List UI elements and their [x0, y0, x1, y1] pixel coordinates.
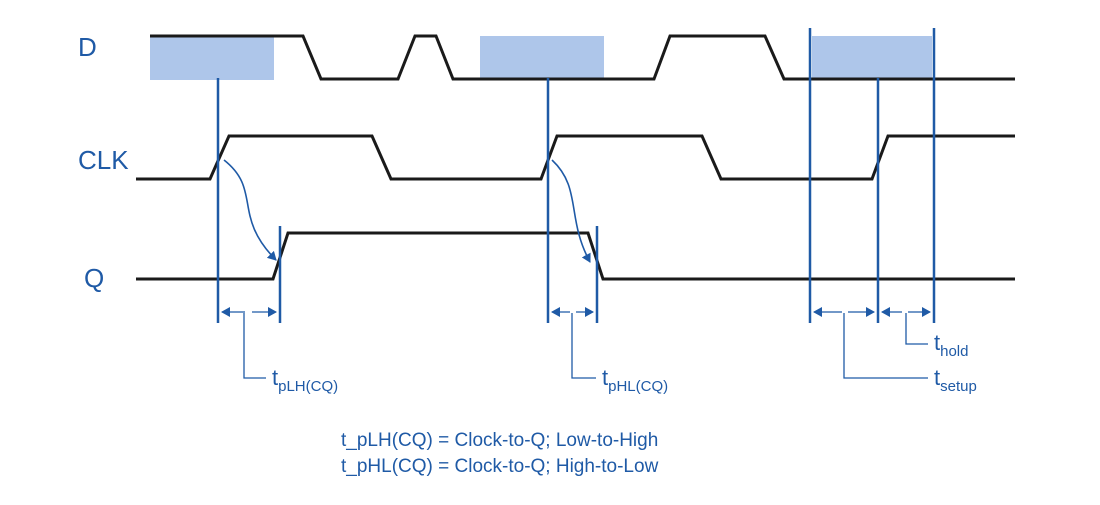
signal-label-clk: CLK [78, 145, 129, 175]
d-valid-window-1 [150, 36, 274, 80]
thold-label-sub: hold [940, 343, 968, 360]
tsetup-leader [843, 313, 928, 379]
signal-label-d: D [78, 32, 97, 62]
clk-waveform [136, 134, 1015, 181]
d-valid-window-3 [812, 36, 932, 80]
tsetup-label: tsetup [934, 365, 977, 395]
legend-line-2: t_pHL(CQ) = Clock-to-Q; High-to-Low [341, 456, 659, 477]
d-valid-window-2 [480, 36, 604, 80]
tplh-label-sub: pLH(CQ) [278, 378, 338, 395]
tplh-label-t: t [272, 365, 278, 390]
tphl-leader [571, 313, 596, 379]
tplh-label: tpLH(CQ) [272, 365, 338, 395]
legend-line-1: t_pLH(CQ) = Clock-to-Q; Low-to-High [341, 430, 658, 451]
q-waveform [136, 231, 1015, 281]
d-waveform [150, 34, 1015, 81]
tsetup-label-t: t [934, 365, 940, 390]
thold-label: thold [934, 330, 968, 360]
tphl-label: tpHL(CQ) [602, 365, 668, 395]
tphl-label-t: t [602, 365, 608, 390]
tplh-leader [243, 313, 266, 379]
thold-leader [905, 313, 928, 345]
thold-label-t: t [934, 330, 940, 355]
causality-arrow-2 [551, 159, 591, 263]
signal-label-q: Q [84, 263, 104, 293]
causality-arrow-1 [223, 159, 277, 261]
tsetup-label-sub: setup [940, 378, 977, 395]
tphl-label-sub: pHL(CQ) [608, 378, 668, 395]
